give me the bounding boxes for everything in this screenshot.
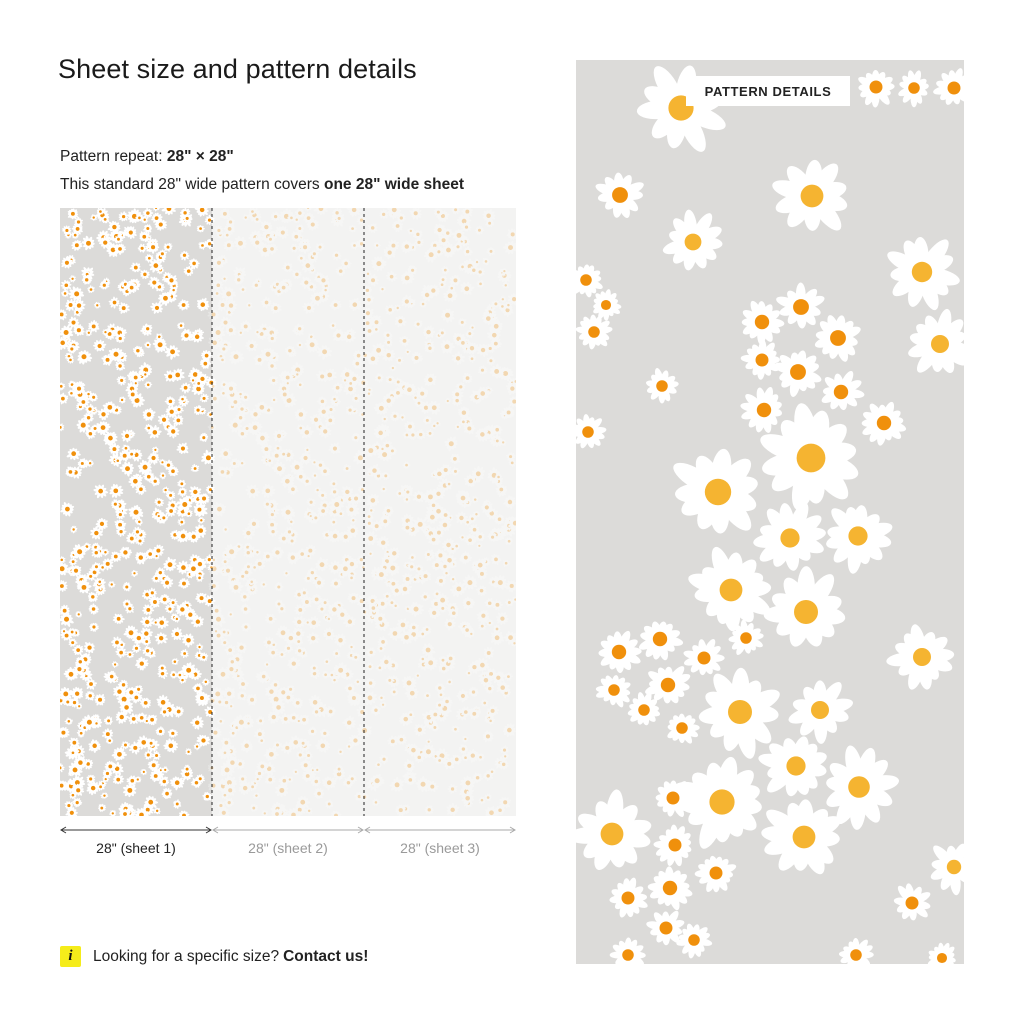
pattern-repeat-line: Pattern repeat: 28" × 28": [60, 148, 234, 166]
coverage-line: This standard 28" wide pattern covers on…: [60, 176, 464, 194]
pattern-repeat-value: 28" × 28": [167, 148, 234, 165]
coverage-label: This standard 28" wide pattern covers: [60, 176, 320, 193]
page-title: Sheet size and pattern details: [58, 54, 417, 85]
coverage-value: one 28" wide sheet: [324, 176, 464, 193]
sheet-preview-graphic: [60, 208, 516, 816]
sheet-preview: [60, 208, 516, 816]
pattern-repeat-label: Pattern repeat:: [60, 148, 163, 165]
